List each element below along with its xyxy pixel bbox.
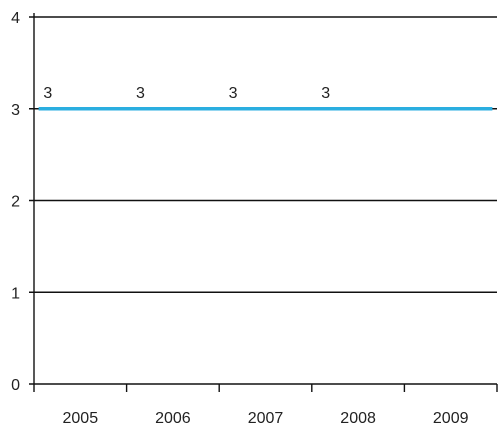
y-tick-label: 4 (11, 10, 20, 27)
y-tick-label: 1 (11, 285, 20, 302)
gridlines (29, 16, 497, 293)
data-label: 3 (229, 85, 238, 102)
y-tick-label: 3 (11, 102, 20, 119)
y-tick-label: 0 (11, 377, 20, 394)
x-tick-label: 2009 (433, 410, 469, 427)
data-labels: 3 3 3 3 (43, 85, 330, 102)
x-tick-label: 2005 (63, 410, 99, 427)
data-label: 3 (136, 85, 145, 102)
x-tick-label: 2007 (248, 410, 284, 427)
axes (29, 13, 498, 392)
data-label: 3 (43, 85, 52, 102)
x-axis-ticks: 2005 2006 2007 2008 2009 (63, 410, 469, 427)
y-tick-label: 2 (11, 194, 20, 211)
y-axis-ticks: 0 1 2 3 4 (11, 10, 20, 394)
x-tick-label: 2006 (155, 410, 191, 427)
x-tick-label: 2008 (340, 410, 376, 427)
data-label: 3 (321, 85, 330, 102)
